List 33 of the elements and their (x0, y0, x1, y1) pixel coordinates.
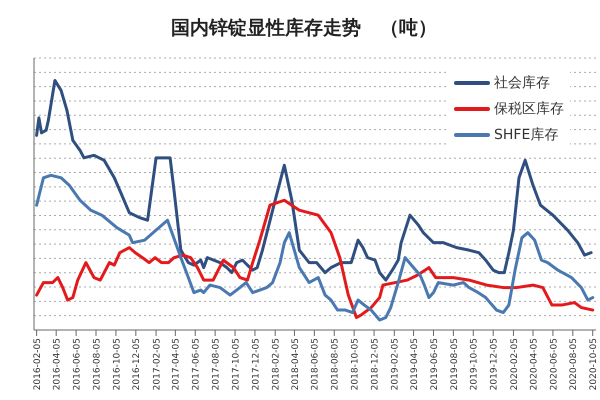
x-tick-label: 2020-06-05 (549, 338, 560, 390)
x-tick-label: 2019-04-05 (410, 338, 420, 390)
x-tick-label: 2020-10-05 (589, 338, 600, 390)
legend-label: 社会库存 (494, 74, 550, 92)
x-tick-label: 2016-06-05 (72, 338, 82, 390)
x-tick-label: 2019-06-05 (430, 338, 440, 390)
legend-label: 保税区库存 (494, 100, 564, 118)
x-tick-label: 2016-12-05 (132, 338, 142, 390)
x-tick-label: 2019-12-05 (490, 338, 500, 390)
x-tick-label: 2019-10-05 (470, 338, 480, 390)
x-tick-label: 2020-08-05 (569, 338, 580, 390)
x-tick-label: 2020-02-05 (510, 338, 520, 390)
x-tick-label: 2019-02-05 (390, 338, 401, 390)
x-tick-label: 2018-02-05 (272, 338, 282, 390)
x-tick-label: 2016-08-05 (92, 338, 102, 390)
x-tick-label: 2017-10-05 (231, 338, 242, 390)
x-tick-label: 2019-08-05 (450, 338, 460, 390)
x-tick-label: 2018-10-05 (350, 338, 361, 390)
x-tick-label: 2016-02-05 (33, 338, 43, 390)
x-tick-label: 2020-04-05 (529, 338, 540, 390)
x-tick-label: 2018-08-05 (330, 338, 341, 390)
x-tick-label: 2017-02-05 (152, 338, 162, 390)
chart-title: 国内锌锭显性库存走势 （吨） (170, 16, 438, 41)
x-tick-label: 2017-08-05 (212, 338, 222, 390)
x-tick-label: 2016-04-05 (52, 338, 63, 390)
legend-label: SHFE库存 (494, 126, 558, 144)
x-tick-label: 2018-12-05 (370, 338, 380, 390)
x-tick-label: 2016-10-05 (112, 338, 122, 390)
x-tick-label: 2017-12-05 (251, 338, 262, 390)
x-tick-label: 2018-04-05 (290, 338, 301, 390)
x-tick-label: 2017-04-05 (172, 338, 182, 390)
x-tick-label: 2018-06-05 (310, 338, 321, 390)
x-tick-label: 2017-06-05 (192, 338, 202, 390)
